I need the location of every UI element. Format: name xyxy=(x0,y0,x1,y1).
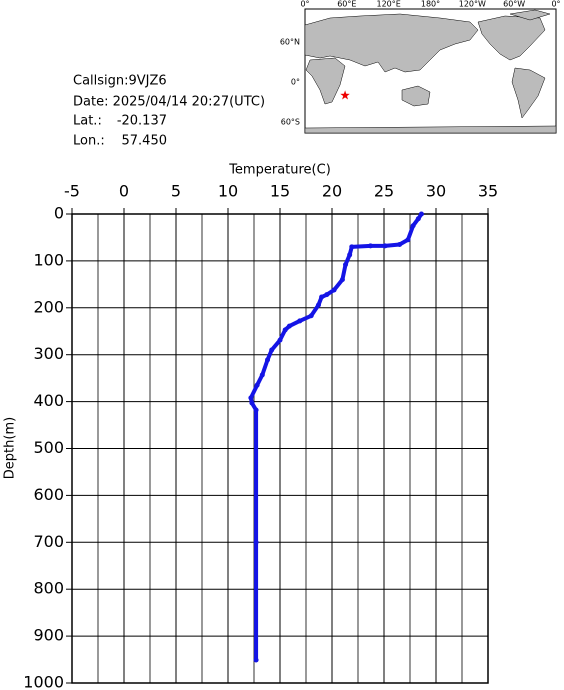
map-labels: 0° 60°E 120°E 180° 120°W 60°W 0° 60°N 0° 60°S xyxy=(280,0,561,127)
x-axis-label: Temperature(C) xyxy=(228,163,331,178)
map-lon-label: 120°E xyxy=(377,0,401,9)
profile-point xyxy=(286,323,292,329)
lat-label: Lat.: xyxy=(73,114,102,129)
profile-point xyxy=(259,372,265,378)
profile-point xyxy=(415,216,421,222)
x-tick-label: 5 xyxy=(171,182,181,201)
x-tick-label: 20 xyxy=(322,182,342,201)
profile-point xyxy=(253,407,259,413)
map-lon-label: 60°W xyxy=(503,0,525,9)
lon-label: Lon.: xyxy=(73,134,105,149)
profile-point xyxy=(339,277,345,283)
map-inset: 0° 60°E 120°E 180° 120°W 60°W 0° 60°N 0° 60°S xyxy=(280,0,561,134)
profile-point xyxy=(367,243,373,249)
map-lat-label: 0° xyxy=(291,78,300,87)
y-tick-label: 900 xyxy=(33,626,64,645)
profile-point xyxy=(418,211,424,217)
y-tick-label: 1000 xyxy=(23,673,64,690)
profile-point xyxy=(410,223,416,229)
map-lat-label: 60°N xyxy=(280,38,300,47)
profile-point xyxy=(308,313,314,319)
profile-point xyxy=(265,357,271,363)
x-tick-label: 15 xyxy=(270,182,290,201)
profile-point xyxy=(269,347,275,353)
y-tick-label: 800 xyxy=(33,579,64,598)
profile-point xyxy=(347,252,353,258)
profile-point xyxy=(397,241,403,247)
map-lon-label: 0° xyxy=(551,0,560,9)
plot-frame xyxy=(71,213,489,684)
profile-point xyxy=(277,337,283,343)
y-tick-label: 400 xyxy=(33,391,64,410)
map-lon-label: 180° xyxy=(421,0,440,9)
profile-point xyxy=(254,382,260,388)
map-lon-label: 120°W xyxy=(459,0,486,9)
date: Date: 2025/04/14 20:27(UTC) xyxy=(73,95,265,110)
y-axis-label: Depth(m) xyxy=(3,417,18,479)
profile-point xyxy=(331,287,337,293)
map-lat-label: 60°S xyxy=(281,118,300,127)
y-tick-label: 500 xyxy=(33,438,64,457)
map-lon-label: 0° xyxy=(300,0,309,9)
profile-point xyxy=(248,395,254,401)
profile-point xyxy=(382,243,388,249)
x-tick-label: 25 xyxy=(374,182,394,201)
map-lon-label: 60°E xyxy=(337,0,356,9)
profile-point xyxy=(297,318,303,324)
profile-line xyxy=(248,212,424,661)
plot: -5 0 5 10 15 20 25 30 35010020030040050060070080… xyxy=(23,182,498,690)
profile-point xyxy=(253,657,259,663)
info: Callsign:9VJZ6 Date: 2025/04/14 20:27(UT… xyxy=(73,74,265,149)
y-tick-label: 100 xyxy=(33,250,64,269)
profile-point xyxy=(343,262,349,268)
profile-point xyxy=(249,400,255,406)
profile-point xyxy=(349,244,355,250)
y-tick-label: 300 xyxy=(33,344,64,363)
profile-point xyxy=(324,292,330,298)
land xyxy=(304,9,557,134)
x-tick-label: 10 xyxy=(218,182,238,201)
profile-point xyxy=(253,539,259,545)
lat-value: -20.137 xyxy=(117,114,167,129)
x-tick-label: -5 xyxy=(64,182,80,201)
lon-value: 57.450 xyxy=(122,134,168,149)
profile-point xyxy=(282,327,288,333)
profile-point xyxy=(319,294,325,300)
callsign: Callsign:9VJZ6 xyxy=(73,74,167,89)
y-tick-label: 700 xyxy=(33,532,64,551)
y-tick-label: 0 xyxy=(54,204,64,223)
y-tick-label: 600 xyxy=(33,485,64,504)
profile-point xyxy=(405,237,411,243)
x-tick-label: 35 xyxy=(478,182,498,201)
x-tick-label: 30 xyxy=(426,182,446,201)
x-tick-label: 0 xyxy=(119,182,129,201)
y-tick-label: 200 xyxy=(33,297,64,316)
location-marker xyxy=(340,90,350,100)
profile-point xyxy=(315,302,321,308)
